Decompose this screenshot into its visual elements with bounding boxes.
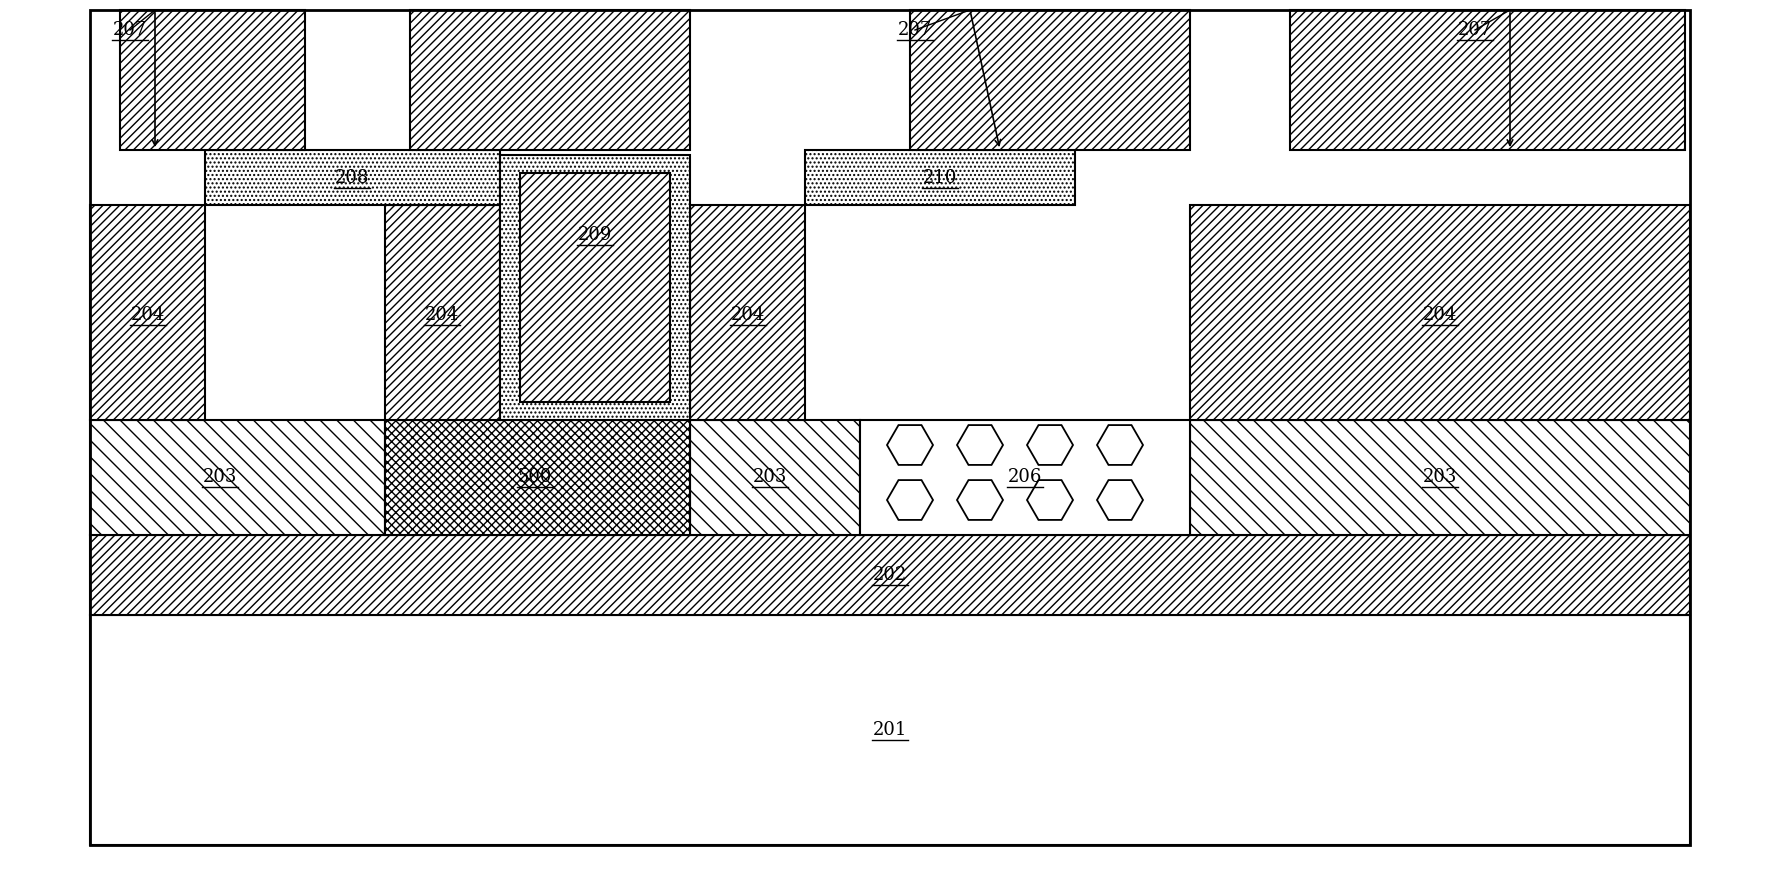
Bar — [91, 10, 1689, 845]
Text: 207: 207 — [897, 21, 931, 39]
Bar — [910, 10, 1189, 150]
Bar — [91, 535, 1689, 615]
Text: 204: 204 — [1422, 306, 1456, 324]
Bar — [689, 205, 805, 420]
Bar — [520, 173, 669, 402]
Bar — [119, 10, 304, 150]
Text: 207: 207 — [1458, 21, 1492, 39]
Bar — [384, 420, 689, 535]
Bar — [689, 420, 860, 535]
Bar — [205, 150, 500, 205]
Text: 204: 204 — [130, 306, 166, 324]
Text: 207: 207 — [112, 21, 148, 39]
Text: 209: 209 — [577, 226, 612, 244]
Bar — [91, 420, 384, 535]
Bar — [384, 205, 500, 420]
Text: 201: 201 — [872, 721, 906, 739]
Bar — [500, 155, 689, 420]
Bar — [91, 205, 205, 420]
Text: 208: 208 — [335, 169, 368, 187]
Text: 202: 202 — [872, 566, 906, 584]
Text: 203: 203 — [753, 468, 787, 486]
Bar — [91, 615, 1689, 845]
Bar — [1289, 10, 1684, 150]
Bar — [409, 10, 689, 150]
Bar — [805, 150, 1075, 205]
Text: 203: 203 — [203, 468, 237, 486]
Bar — [1189, 420, 1689, 535]
Bar — [1189, 205, 1689, 420]
Bar — [860, 420, 1189, 535]
Text: 206: 206 — [1007, 468, 1041, 486]
Text: 204: 204 — [425, 306, 459, 324]
Text: 210: 210 — [922, 169, 956, 187]
Text: 204: 204 — [730, 306, 765, 324]
Text: 203: 203 — [1422, 468, 1456, 486]
Text: 500: 500 — [518, 468, 552, 486]
